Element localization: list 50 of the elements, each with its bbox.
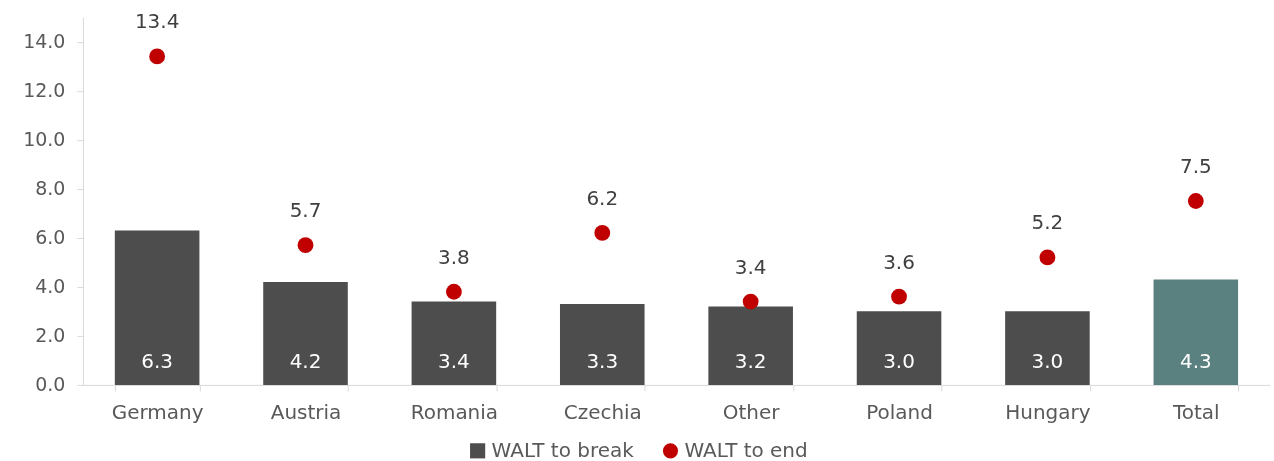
bar [263,281,348,385]
data-label: 3.0 [1031,348,1064,373]
y-tick-label: 14.0 [23,30,66,53]
point [891,288,907,305]
point [1187,193,1204,209]
y-tick-label: 10.0 [23,128,66,151]
bar [411,301,497,385]
data-label: 3.4 [734,254,767,279]
x-tick-label: Romania [410,400,499,425]
data-label: 3.6 [883,249,915,274]
data-label: 6.2 [586,185,619,210]
bar [1005,311,1090,385]
legend-label: WALT to break [491,437,635,461]
bar [1153,279,1239,385]
data-label: 4.2 [289,348,322,373]
y-tick-label: 0.0 [35,373,66,396]
point [297,237,314,254]
data-label: 3.0 [883,348,915,373]
data-label: 3.3 [586,348,619,373]
data-label: 5.2 [1031,210,1064,235]
point [1039,249,1056,266]
data-label: 6.3 [141,348,174,373]
bar [559,303,645,385]
data-label: 13.4 [134,9,180,34]
point [594,225,611,241]
y-tick-label: 6.0 [35,226,66,249]
x-tick-label: Total [1171,400,1220,425]
x-tick-label: Czechia [563,400,642,425]
data-label: 4.3 [1179,348,1212,373]
y-tick-label: 8.0 [35,177,66,200]
point [149,48,166,65]
x-tick-label: Austria [270,400,342,425]
x-tick-label: Other [722,400,781,425]
x-tick-label: Poland [866,400,933,425]
bar [114,230,200,385]
data-label: 3.8 [438,244,470,269]
bar [708,306,793,385]
data-label: 5.7 [289,198,322,223]
legend-label: WALT to end [684,437,808,461]
data-label: 3.2 [734,348,767,373]
y-tick-label: 2.0 [35,324,66,347]
x-tick-label: Hungary [1005,400,1091,425]
y-tick-label: 12.0 [23,79,66,102]
x-tick-label: Germany [111,400,204,425]
data-label: 3.4 [438,348,470,373]
point [445,283,462,300]
y-tick-label: 4.0 [35,275,66,298]
bar [856,311,942,385]
data-label: 7.5 [1179,154,1212,179]
point [742,293,759,310]
